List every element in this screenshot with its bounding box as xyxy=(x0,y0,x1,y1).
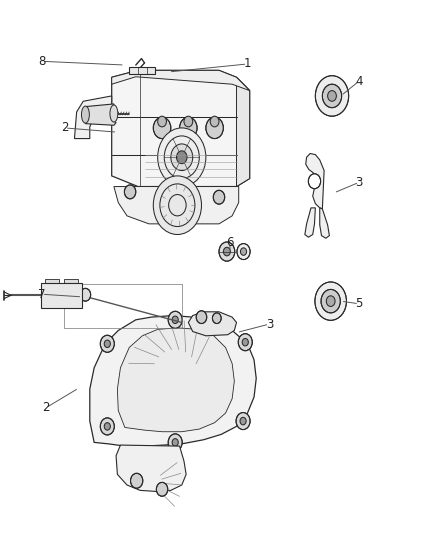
Circle shape xyxy=(321,289,340,313)
Ellipse shape xyxy=(81,106,89,123)
Circle shape xyxy=(156,482,168,496)
Circle shape xyxy=(322,84,342,108)
FancyBboxPatch shape xyxy=(41,283,82,308)
Circle shape xyxy=(308,174,321,189)
Circle shape xyxy=(212,313,221,324)
Polygon shape xyxy=(64,279,78,284)
Circle shape xyxy=(104,340,110,348)
Circle shape xyxy=(315,282,346,320)
Ellipse shape xyxy=(110,105,118,122)
Text: 1: 1 xyxy=(244,58,251,70)
Circle shape xyxy=(104,423,110,430)
Circle shape xyxy=(184,116,193,127)
Polygon shape xyxy=(117,328,234,432)
Text: 6: 6 xyxy=(226,236,234,249)
Circle shape xyxy=(210,116,219,127)
Polygon shape xyxy=(112,70,250,91)
Circle shape xyxy=(242,338,248,346)
Circle shape xyxy=(153,176,201,235)
Polygon shape xyxy=(306,154,324,209)
Polygon shape xyxy=(116,445,186,491)
Circle shape xyxy=(177,151,187,164)
Text: 8: 8 xyxy=(38,55,45,68)
Circle shape xyxy=(80,288,91,301)
Circle shape xyxy=(196,311,207,324)
Polygon shape xyxy=(45,279,59,284)
Circle shape xyxy=(240,417,246,425)
Circle shape xyxy=(240,248,247,255)
Text: 3: 3 xyxy=(356,176,363,189)
Circle shape xyxy=(180,117,197,139)
Circle shape xyxy=(236,413,250,430)
Text: 2: 2 xyxy=(42,401,50,414)
Circle shape xyxy=(131,473,143,488)
Text: 7: 7 xyxy=(38,288,46,301)
Polygon shape xyxy=(74,96,112,139)
Polygon shape xyxy=(237,77,250,187)
Circle shape xyxy=(158,116,166,127)
Circle shape xyxy=(326,296,335,306)
Text: 4: 4 xyxy=(355,75,363,87)
Polygon shape xyxy=(188,312,237,336)
Polygon shape xyxy=(305,208,315,237)
Circle shape xyxy=(213,190,225,204)
Circle shape xyxy=(172,439,178,446)
Polygon shape xyxy=(114,187,239,224)
Circle shape xyxy=(219,242,235,261)
Circle shape xyxy=(238,334,252,351)
Text: 3: 3 xyxy=(266,318,273,330)
Circle shape xyxy=(237,244,250,260)
Circle shape xyxy=(158,128,206,187)
Circle shape xyxy=(223,247,230,256)
Polygon shape xyxy=(112,70,250,187)
Polygon shape xyxy=(90,316,256,446)
Polygon shape xyxy=(85,104,116,125)
Circle shape xyxy=(100,418,114,435)
Text: 5: 5 xyxy=(356,297,363,310)
Circle shape xyxy=(124,185,136,199)
Text: 2: 2 xyxy=(61,122,69,134)
Circle shape xyxy=(206,117,223,139)
Circle shape xyxy=(315,76,349,116)
Circle shape xyxy=(168,434,182,451)
Circle shape xyxy=(100,335,114,352)
Circle shape xyxy=(153,117,171,139)
Circle shape xyxy=(171,144,193,171)
Circle shape xyxy=(328,91,336,101)
Circle shape xyxy=(168,311,182,328)
Polygon shape xyxy=(129,67,155,74)
Polygon shape xyxy=(320,208,329,238)
Circle shape xyxy=(172,316,178,324)
